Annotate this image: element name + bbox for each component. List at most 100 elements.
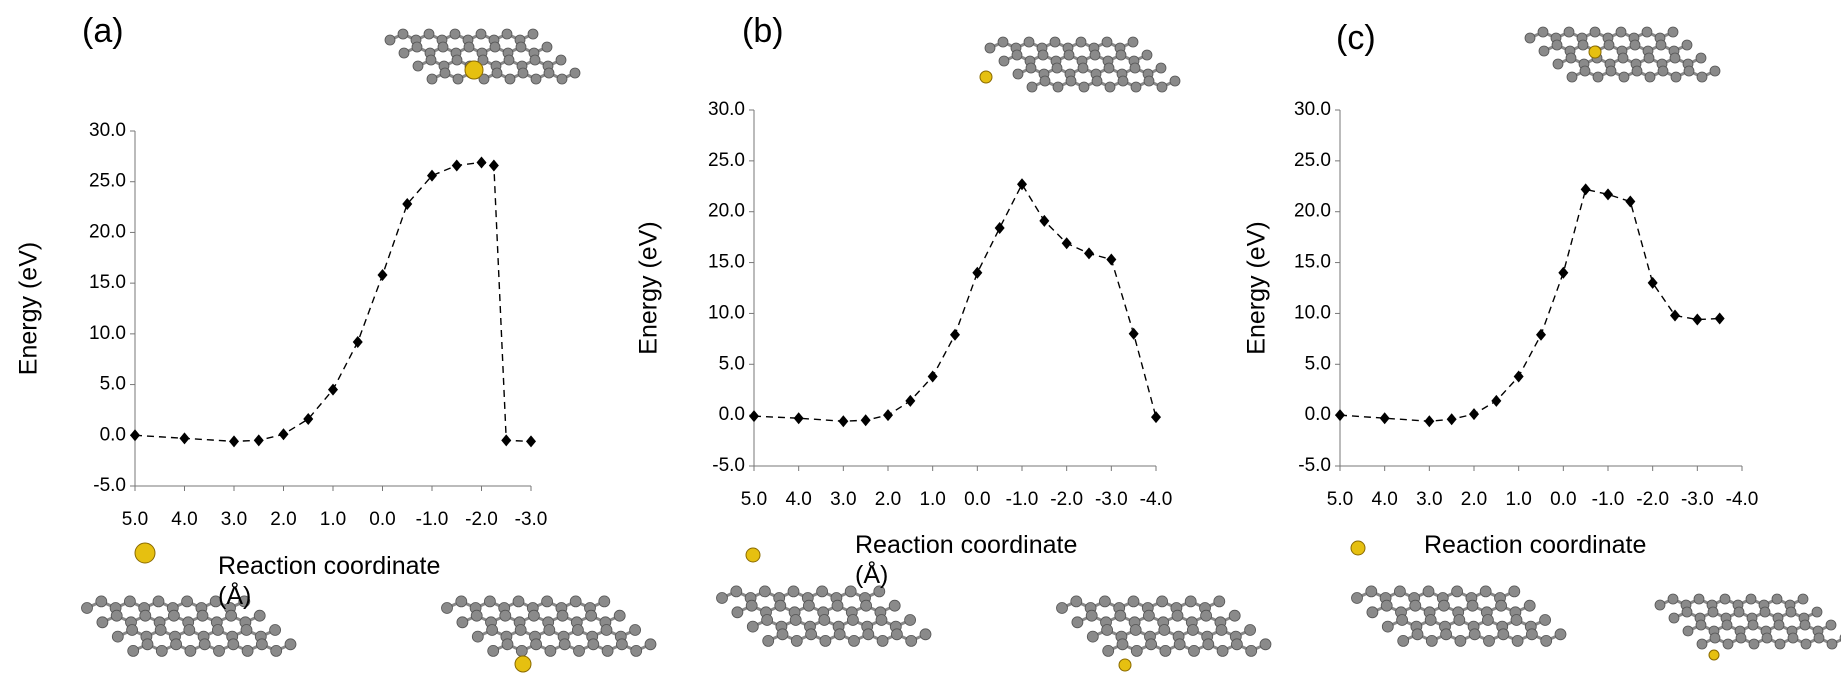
atom (601, 625, 612, 636)
atom (1670, 53, 1680, 63)
atom (1099, 596, 1110, 607)
atom (82, 603, 93, 614)
atom (1130, 625, 1141, 636)
data-marker (1514, 370, 1524, 382)
x-axis-label: Reaction coordinate (Å) (218, 551, 453, 611)
atom (1076, 37, 1086, 47)
atom (1214, 596, 1225, 607)
data-line (1340, 189, 1720, 421)
y-axis-label: Energy (eV) (1243, 221, 1271, 354)
x-axis-label: Reaction coordinate (Å) (855, 530, 1090, 590)
atom (171, 639, 182, 650)
x-tick-label: 0.0 (964, 489, 990, 510)
data-marker (1062, 237, 1072, 249)
atom (1723, 639, 1733, 649)
atom (140, 610, 151, 621)
atom (254, 610, 265, 621)
atom (1775, 639, 1785, 649)
atom (199, 639, 210, 650)
y-tick-label: 15.0 (708, 252, 745, 273)
atom (1564, 27, 1574, 37)
atom (759, 586, 770, 597)
atom (464, 42, 474, 52)
atom (472, 631, 483, 642)
y-tick-label: 30.0 (89, 120, 126, 141)
atom (905, 615, 916, 626)
atom (1710, 633, 1720, 643)
atom (1201, 610, 1212, 621)
panel-label: (c) (1336, 19, 1376, 57)
atom (1645, 72, 1655, 82)
atom (1606, 66, 1616, 76)
atom (1066, 76, 1076, 86)
atom (1104, 63, 1114, 73)
atom (1748, 620, 1758, 630)
atom (999, 56, 1009, 66)
atom (1827, 639, 1837, 649)
data-marker (1084, 247, 1094, 259)
atom (1696, 620, 1706, 630)
data-marker (1380, 412, 1390, 424)
atom (1484, 635, 1495, 646)
atom (1786, 607, 1796, 617)
atom (1498, 629, 1509, 640)
atom (763, 635, 774, 646)
atom (1541, 635, 1552, 646)
atom (1128, 37, 1138, 47)
figure: (a)Energy (eV)-5.00.05.010.015.020.025.0… (0, 0, 1841, 679)
atom (1053, 82, 1063, 92)
x-tick-label: -1.0 (1006, 489, 1039, 510)
atom (182, 596, 193, 607)
atom (788, 586, 799, 597)
atom (542, 42, 552, 52)
atom (1798, 594, 1808, 604)
atom (1064, 50, 1074, 60)
data-marker (501, 434, 511, 446)
atom (806, 629, 817, 640)
data-marker (905, 395, 915, 407)
x-tick-label: 1.0 (1505, 489, 1531, 510)
y-tick-label: 20.0 (1294, 201, 1331, 222)
atom (214, 645, 225, 656)
data-marker (229, 435, 239, 447)
atom (1423, 586, 1434, 597)
atom (242, 645, 253, 656)
atom (544, 68, 554, 78)
atom (1801, 639, 1811, 649)
data-marker (1692, 314, 1702, 326)
y-axis-label: Energy (eV) (15, 242, 43, 375)
atom (124, 596, 135, 607)
atom (530, 55, 540, 65)
atom (1525, 33, 1535, 43)
atom (1684, 66, 1694, 76)
atom (602, 645, 613, 656)
atom (1128, 596, 1139, 607)
atom (544, 625, 555, 636)
atom (1552, 40, 1562, 50)
atom (1426, 635, 1437, 646)
data-marker (1039, 215, 1049, 227)
atom (1722, 620, 1732, 630)
atom (1509, 586, 1520, 597)
x-tick-label: 2.0 (1461, 489, 1487, 510)
atom (97, 617, 108, 628)
atom (1090, 50, 1100, 60)
atom (586, 610, 597, 621)
atom (153, 596, 164, 607)
atom (1160, 645, 1171, 656)
atom (1710, 66, 1720, 76)
y-tick-label: 5.0 (719, 353, 745, 374)
data-marker (180, 432, 190, 444)
atom (285, 639, 296, 650)
atom (1644, 53, 1654, 63)
atom (1382, 621, 1393, 632)
data-marker (883, 409, 893, 421)
atom (1040, 76, 1050, 86)
atom (1102, 625, 1113, 636)
data-marker (1151, 411, 1161, 423)
atom (1697, 72, 1707, 82)
data-marker (477, 156, 487, 168)
data-marker (1017, 178, 1027, 190)
atom (271, 645, 282, 656)
atom (631, 645, 642, 656)
